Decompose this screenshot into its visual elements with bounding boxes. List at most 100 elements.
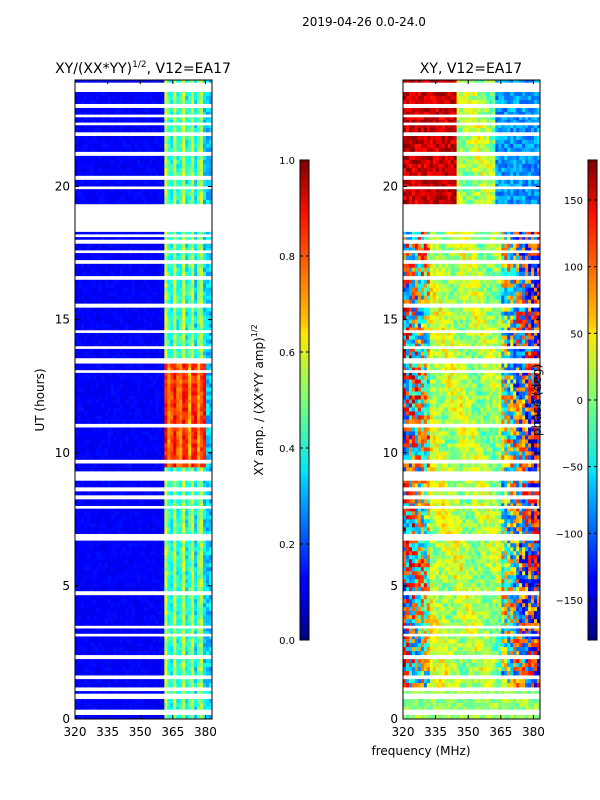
heatmap-cell — [137, 99, 141, 105]
heatmap-cell — [122, 583, 127, 588]
heatmap-cell — [191, 507, 195, 512]
heatmap-cell — [185, 80, 189, 85]
heatmap-cell — [83, 291, 88, 297]
heatmap-cell — [131, 527, 135, 532]
heatmap-cell — [206, 587, 210, 592]
heatmap-cell — [191, 187, 195, 193]
heatmap-cell — [179, 263, 183, 269]
heatmap-cell — [113, 375, 118, 380]
heatmap-cell — [164, 431, 168, 436]
heatmap-cell — [75, 399, 79, 404]
heatmap-cell — [146, 583, 150, 588]
heatmap-cell — [122, 251, 127, 257]
heatmap-cell — [80, 543, 85, 548]
heatmap-cell — [86, 451, 91, 456]
heatmap-cell — [185, 107, 189, 113]
heatmap-cell — [176, 95, 180, 101]
heatmap-cell — [110, 527, 115, 532]
heatmap-cell — [206, 307, 210, 313]
heatmap-cell — [185, 387, 189, 392]
heatmap-cell — [95, 123, 100, 129]
heatmap-cell — [149, 539, 153, 544]
heatmap-cell — [161, 323, 165, 329]
heatmap-cell — [197, 491, 201, 496]
heatmap-cell — [179, 355, 183, 360]
heatmap-cell — [116, 143, 121, 149]
heatmap-cell — [89, 531, 94, 536]
heatmap-cell — [158, 607, 162, 612]
heatmap-cell — [98, 439, 103, 444]
heatmap-cell — [179, 191, 183, 197]
heatmap-cell — [149, 147, 153, 153]
heatmap-cell — [146, 107, 150, 113]
heatmap-cell — [146, 599, 150, 604]
heatmap-cell — [164, 511, 168, 516]
heatmap-cell — [197, 331, 201, 336]
heatmap-cell — [146, 567, 150, 572]
heatmap-cell — [167, 299, 171, 305]
heatmap-cell — [209, 255, 213, 261]
heatmap-cell — [200, 291, 204, 297]
heatmap-cell — [155, 571, 159, 576]
heatmap-cell — [197, 147, 201, 153]
heatmap-cell — [182, 339, 186, 344]
heatmap-cell — [80, 183, 85, 189]
heatmap-cell — [167, 379, 171, 384]
heatmap-cell — [209, 607, 213, 612]
heatmap-cell — [113, 499, 118, 504]
heatmap-cell — [197, 119, 201, 125]
heatmap-cell — [80, 383, 85, 388]
heatmap-cell — [98, 319, 103, 325]
heatmap-cell — [203, 159, 207, 165]
heatmap-cell — [149, 555, 153, 560]
heatmap-cell — [146, 80, 150, 85]
heatmap-cell — [134, 543, 138, 548]
heatmap-cell — [176, 415, 180, 420]
heatmap-cell — [113, 119, 118, 125]
heatmap-cell — [170, 595, 174, 600]
heatmap-cell — [209, 107, 213, 113]
heatmap-cell — [83, 551, 88, 556]
heatmap-cell — [197, 251, 201, 257]
heatmap-cell — [203, 155, 207, 161]
heatmap-cell — [128, 411, 132, 416]
heatmap-cell — [203, 527, 207, 532]
heatmap-cell — [146, 387, 150, 392]
heatmap-cell — [86, 323, 91, 329]
heatmap-cell — [203, 231, 207, 237]
heatmap-cell — [92, 231, 97, 237]
heatmap-cell — [101, 515, 106, 520]
heatmap-cell — [116, 383, 121, 388]
heatmap-cell — [206, 143, 210, 149]
heatmap-cell — [104, 299, 109, 305]
heatmap-cell — [92, 135, 97, 141]
heatmap-cell — [107, 563, 112, 568]
heatmap-cell — [89, 403, 94, 408]
heatmap-cell — [116, 331, 121, 336]
heatmap-cell — [101, 563, 106, 568]
heatmap-cell — [122, 99, 127, 105]
heatmap-cell — [146, 347, 150, 352]
heatmap-cell — [80, 80, 85, 85]
heatmap-cell — [182, 143, 186, 149]
heatmap-cell — [146, 91, 150, 97]
heatmap-cell — [116, 263, 121, 269]
heatmap-cell — [86, 135, 91, 141]
heatmap-cell — [152, 571, 156, 576]
heatmap-cell — [164, 575, 168, 580]
heatmap-cell — [188, 563, 192, 568]
heatmap-cell — [125, 479, 130, 484]
heatmap-cell — [200, 547, 204, 552]
heatmap-cell — [161, 583, 165, 588]
heatmap-cell — [95, 451, 100, 456]
heatmap-cell — [86, 367, 91, 372]
heatmap-cell — [164, 539, 168, 544]
heatmap-cell — [104, 519, 109, 524]
heatmap-cell — [80, 587, 85, 592]
heatmap-cell — [110, 391, 115, 396]
heatmap-cell — [116, 455, 121, 460]
heatmap-cell — [134, 555, 138, 560]
heatmap-cell — [149, 571, 153, 576]
heatmap-cell — [179, 295, 183, 301]
heatmap-cell — [158, 307, 162, 313]
